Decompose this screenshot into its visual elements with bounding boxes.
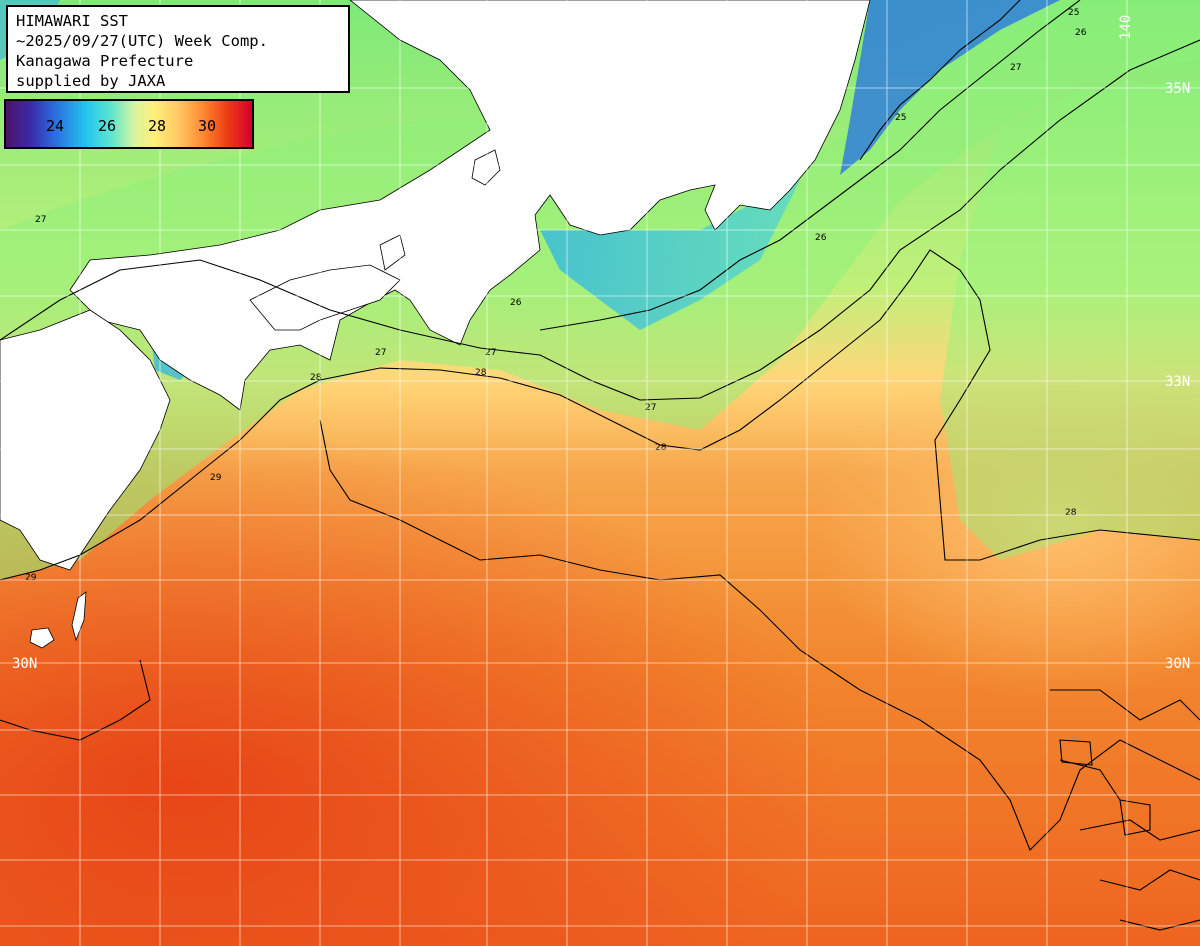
contour-27-main — [0, 39, 1200, 401]
contour-blob-1 — [1119, 799, 1151, 836]
contour-label-28c: 28 — [655, 443, 667, 453]
grid-labels: 30N 30N 33N 35N 135 140 — [12, 15, 1190, 672]
color-scale-legend: 24 26 28 30 — [4, 99, 254, 149]
contour-label-25a: 25 — [1068, 8, 1079, 18]
scale-label-28: 28 — [148, 117, 167, 135]
contour-label-26b: 26 — [815, 233, 827, 243]
scale-label-30: 30 — [198, 117, 217, 135]
contour-label-26a: 26 — [510, 298, 522, 308]
scale-label-24: 24 — [46, 117, 65, 135]
contour-label-26c: 26 — [1075, 28, 1087, 38]
land-izu-islet — [471, 149, 501, 186]
land-awaji — [379, 234, 406, 271]
contour-label-27d: 27 — [35, 215, 46, 225]
contour-blob-2 — [1059, 739, 1093, 766]
contour-label-28d: 28 — [1065, 508, 1077, 518]
lon-label-140: 140 — [1118, 15, 1134, 40]
title-line-3: Kanagawa Prefecture — [16, 52, 194, 70]
lat-label-35n-right: 35N — [1165, 81, 1190, 97]
contour-label-27e: 27 — [1010, 63, 1021, 73]
cold-water-bay — [540, 180, 800, 330]
map-title-box: HIMAWARI SST ~2025/09/27(UTC) Week Comp.… — [6, 5, 350, 93]
title-line-2: ~2025/09/27(UTC) Week Comp. — [16, 32, 268, 50]
contour-label-27b: 27 — [485, 348, 496, 358]
land-yakushima — [29, 627, 55, 649]
lat-label-33n-right: 33N — [1165, 374, 1190, 390]
lat-label-30n-right: 30N — [1165, 656, 1190, 672]
land-shikoku — [249, 264, 401, 331]
title-line-4: supplied by JAXA — [16, 72, 166, 90]
contour-label-29b: 29 — [25, 573, 37, 583]
coastal-green-right — [940, 80, 1200, 560]
scale-label-26: 26 — [98, 117, 117, 135]
contour-labels: 28 28 28 27 27 27 27 27 26 26 26 25 25 2… — [25, 8, 1087, 583]
contour-26-north — [539, 0, 1081, 331]
contour-label-28a: 28 — [310, 373, 322, 383]
lon-label-135: 135 — [473, 15, 489, 40]
land-kyushu — [0, 309, 171, 571]
contour-28-main — [0, 249, 1200, 581]
contour-label-29a: 29 — [210, 473, 222, 483]
contour-label-28b: 28 — [475, 368, 487, 378]
contour-label-27c: 27 — [645, 403, 656, 413]
contour-patches-se — [1050, 689, 1200, 931]
cold-water-north — [840, 0, 1060, 175]
contour-25-north — [859, 0, 1021, 161]
title-line-1: HIMAWARI SST — [16, 12, 128, 30]
contour-label-25b: 25 — [895, 113, 906, 123]
lat-label-30n-left: 30N — [12, 656, 37, 672]
contour-label-27a: 27 — [375, 348, 386, 358]
land-masses — [0, 0, 871, 649]
